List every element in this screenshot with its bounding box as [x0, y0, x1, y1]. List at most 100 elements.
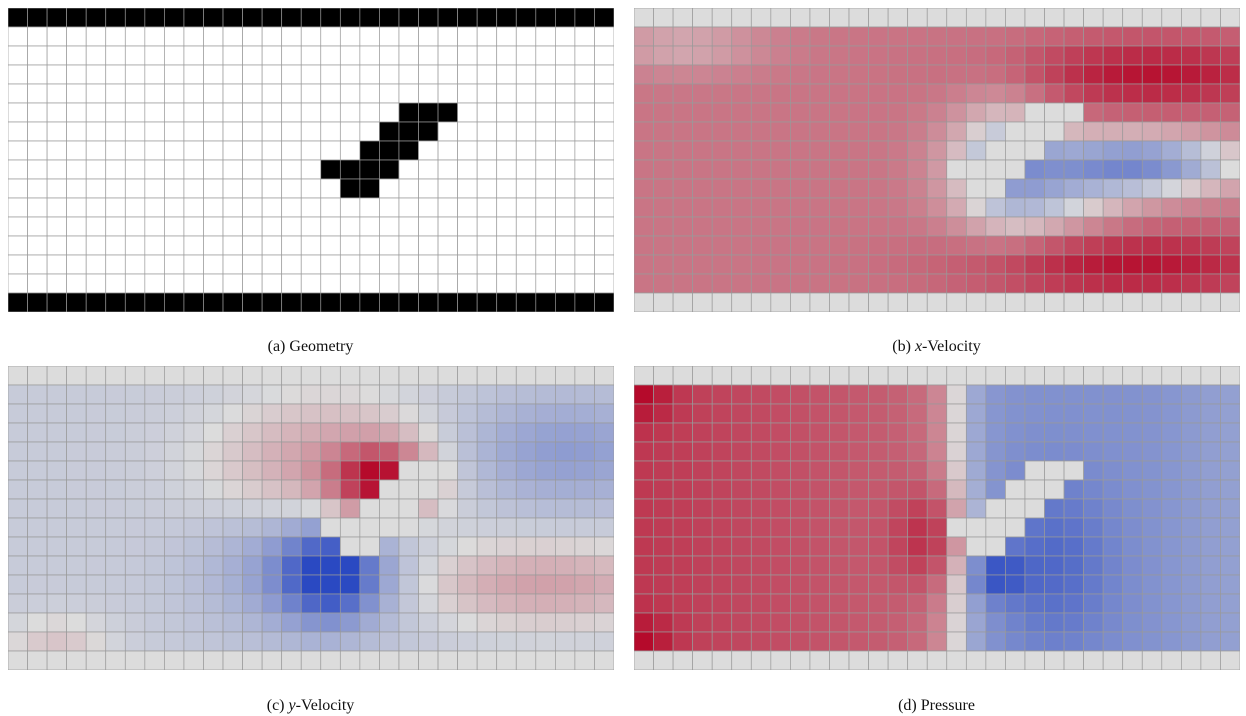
- grid-cell: [946, 159, 967, 180]
- grid-cell: [574, 460, 595, 481]
- grid-cell: [66, 631, 87, 652]
- grid-cell: [437, 45, 458, 66]
- grid-cell: [692, 254, 713, 275]
- grid-cell: [1083, 64, 1104, 85]
- grid-cell: [1005, 64, 1026, 85]
- grid-cell: [515, 178, 537, 199]
- grid-cell: [124, 292, 146, 312]
- grid-cell: [1044, 102, 1065, 123]
- grid-cell: [790, 178, 811, 199]
- grid-cell: [144, 422, 165, 443]
- grid-cell: [770, 479, 791, 500]
- grid-cell: [554, 517, 576, 538]
- grid-cell: [1063, 273, 1084, 294]
- grid-cell: [868, 555, 889, 576]
- grid-cell: [124, 384, 146, 405]
- grid-cell: [359, 159, 380, 180]
- grid-cell: [965, 178, 987, 199]
- grid-cell: [476, 273, 498, 294]
- grid-cell: [653, 422, 674, 443]
- grid-cell: [66, 460, 87, 481]
- grid-cell: [1141, 235, 1163, 256]
- grid-cell: [634, 631, 654, 652]
- grid-cell: [692, 517, 713, 538]
- grid-cell: [46, 612, 67, 633]
- grid-cell: [926, 441, 948, 462]
- grid-cell: [281, 650, 302, 670]
- grid-cell: [574, 403, 595, 424]
- grid-cell: [1083, 384, 1104, 405]
- grid-cell: [926, 612, 948, 633]
- grid-cell: [868, 384, 889, 405]
- grid-cell: [261, 64, 283, 85]
- grid-cell: [1141, 441, 1163, 462]
- caption-label: (a): [267, 338, 286, 355]
- grid-cell: [868, 593, 889, 614]
- grid-cell: [653, 254, 674, 275]
- grid-cell: [790, 8, 811, 28]
- grid-cell: [457, 8, 478, 28]
- grid-cell: [848, 574, 869, 595]
- grid-cell: [535, 178, 556, 199]
- grid-cell: [594, 536, 614, 557]
- grid-cell: [124, 536, 146, 557]
- grid-cell: [965, 140, 987, 161]
- grid-cell: [731, 555, 752, 576]
- grid-cell: [183, 555, 204, 576]
- grid-cell: [1024, 140, 1045, 161]
- grid-cell: [261, 292, 283, 312]
- grid-cell: [281, 8, 302, 28]
- grid-cell: [281, 254, 302, 275]
- grid-cell: [711, 441, 733, 462]
- grid-cell: [1083, 159, 1104, 180]
- grid-cell: [907, 555, 928, 576]
- grid-cell: [750, 26, 772, 47]
- grid-cell: [907, 235, 928, 256]
- grid-cell: [46, 403, 67, 424]
- grid-cell: [1220, 403, 1240, 424]
- grid-cell: [339, 45, 361, 66]
- grid-cell: [1083, 178, 1104, 199]
- grid-cell: [398, 178, 419, 199]
- grid-cell: [829, 178, 850, 199]
- grid-cell: [1102, 403, 1124, 424]
- grid-cell: [398, 593, 419, 614]
- grid-cell: [8, 102, 28, 123]
- grid-cell: [535, 26, 556, 47]
- grid-cell: [183, 159, 204, 180]
- grid-cell: [574, 631, 595, 652]
- grid-cell: [731, 64, 752, 85]
- grid-cell: [731, 479, 752, 500]
- grid-cell: [1141, 216, 1163, 237]
- grid-cell: [985, 140, 1006, 161]
- grid-cell: [242, 555, 263, 576]
- grid-cell: [203, 574, 224, 595]
- grid-cell: [1063, 26, 1084, 47]
- grid-cell: [222, 366, 243, 386]
- grid-cell: [868, 178, 889, 199]
- grid-cell: [124, 197, 146, 218]
- grid-cell: [46, 8, 67, 28]
- grid-cell: [770, 593, 791, 614]
- grid-cell: [496, 64, 517, 85]
- grid-cell: [66, 498, 87, 519]
- grid-cell: [809, 292, 830, 312]
- grid-cell: [398, 498, 419, 519]
- grid-cell: [1083, 140, 1104, 161]
- grid-cell: [907, 102, 928, 123]
- grid-cell: [634, 178, 654, 199]
- grid-cell: [379, 422, 400, 443]
- grid-cell: [1141, 498, 1163, 519]
- grid-cell: [1220, 159, 1240, 180]
- grid-cell: [634, 273, 654, 294]
- grid-cell: [183, 197, 204, 218]
- grid-cell: [907, 574, 928, 595]
- grid-cell: [124, 479, 146, 500]
- grid-cell: [1161, 384, 1182, 405]
- grid-cell: [829, 216, 850, 237]
- grid-cell: [437, 612, 458, 633]
- grid-cell: [907, 384, 928, 405]
- grid-cell: [300, 650, 322, 670]
- grid-cell: [653, 102, 674, 123]
- grid-cell: [672, 216, 693, 237]
